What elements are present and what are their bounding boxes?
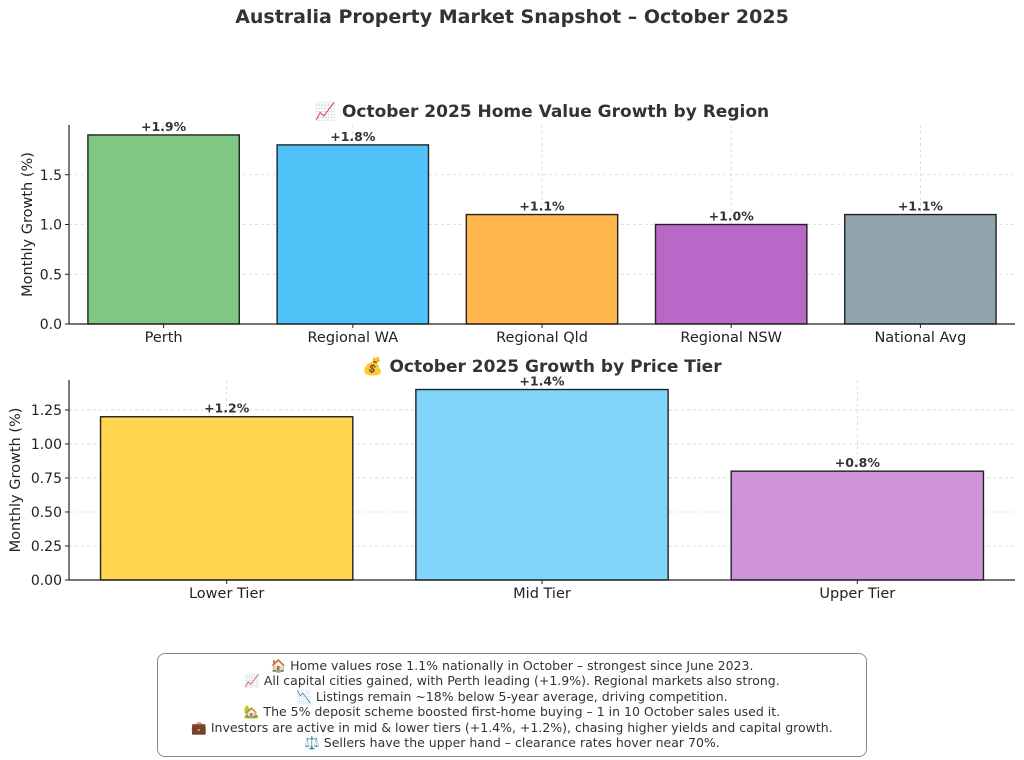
- summary-notes-box: 🏠 Home values rose 1.1% nationally in Oc…: [157, 653, 867, 757]
- y-tick-label: 0.25: [31, 539, 62, 555]
- note-line: ⚖️ Sellers have the upper hand – clearan…: [304, 735, 720, 751]
- data-label: +1.1%: [519, 199, 565, 214]
- figure-title: Australia Property Market Snapshot – Oct…: [235, 6, 789, 28]
- bar: [415, 388, 669, 581]
- x-tick-label: Regional NSW: [680, 330, 782, 346]
- y-tick-label: 0.50: [31, 505, 62, 521]
- bar: [730, 470, 985, 581]
- data-label: +1.1%: [898, 199, 944, 214]
- y-tick-label: 1.5: [40, 168, 62, 184]
- x-tick-label: Perth: [145, 330, 183, 346]
- bar: [465, 213, 619, 325]
- x-tick-label: Mid Tier: [513, 586, 571, 602]
- data-label: +1.8%: [330, 129, 376, 144]
- data-label: +0.8%: [835, 455, 881, 470]
- data-label: +1.2%: [204, 401, 250, 416]
- price-tier-growth-chart: 💰 October 2025 Growth by Price Tier +1.2%…: [8, 356, 1015, 602]
- y-tick-label: 1.0: [40, 218, 62, 234]
- note-line: 📈 All capital cities gained, with Perth …: [244, 673, 780, 689]
- note-line: 🏠 Home values rose 1.1% nationally in Oc…: [270, 658, 754, 673]
- y-tick-label: 0.00: [31, 573, 62, 589]
- y-tick-label: 1.00: [31, 437, 62, 453]
- note-line: 🏡 The 5% deposit scheme boosted first-ho…: [243, 704, 781, 720]
- y-axis-label: Monthly Growth (%): [20, 152, 36, 297]
- x-tick-label: National Avg: [874, 330, 966, 346]
- region-growth-chart: 📈 October 2025 Home Value Growth by Regi…: [20, 101, 1015, 346]
- y-tick-label: 1.25: [31, 403, 62, 419]
- data-label: +1.9%: [141, 119, 187, 134]
- y-axis-label: Monthly Growth (%): [8, 408, 24, 553]
- y-tick-label: 0.0: [40, 317, 62, 333]
- data-label: +1.0%: [709, 209, 755, 224]
- y-tick-label: 0.75: [31, 471, 62, 487]
- bar: [276, 144, 430, 325]
- note-line: 💼 Investors are active in mid & lower ti…: [191, 719, 833, 735]
- chart-title: 📈 October 2025 Home Value Growth by Regi…: [315, 101, 769, 122]
- chart-title: 💰 October 2025 Growth by Price Tier: [362, 356, 722, 377]
- x-tick-label: Regional Qld: [496, 330, 588, 346]
- x-tick-label: Regional WA: [307, 330, 398, 346]
- note-line: 📉 Listings remain ~18% below 5-year aver…: [296, 688, 728, 704]
- data-label: +1.4%: [519, 374, 565, 389]
- x-tick-label: Lower Tier: [189, 586, 264, 602]
- x-tick-label: Upper Tier: [819, 586, 895, 602]
- bar: [654, 223, 808, 325]
- bar: [99, 416, 354, 581]
- y-tick-label: 0.5: [40, 267, 62, 283]
- bar: [844, 213, 997, 325]
